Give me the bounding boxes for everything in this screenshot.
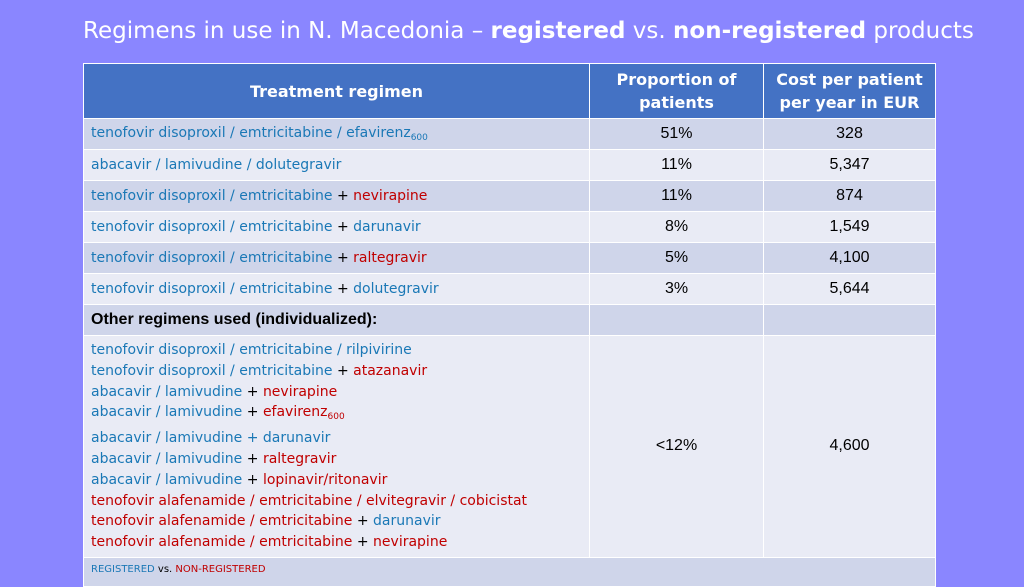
empty-cell (763, 304, 936, 336)
proportion-cell: 51% (589, 118, 764, 150)
non-registered-drug: tenofovir alafenamide / emtricitabine / … (91, 492, 528, 509)
registered-drug: dolutegravir (353, 281, 439, 297)
registered-drug: abacavir / lamivudine (91, 471, 243, 488)
registered-drug: tenofovir disoproxil / emtricitabine (91, 250, 333, 266)
registered-drug: REGISTERED (91, 563, 155, 575)
plus-sign: + (352, 513, 374, 530)
regimen-cell: abacavir / lamivudine / dolutegravir (83, 149, 590, 181)
other-regimens-row: tenofovir disoproxil / emtricitabine / r… (83, 335, 936, 558)
non-registered-drug: nevirapine (262, 383, 338, 400)
regimen-cell: tenofovir disoproxil / emtricitabine / e… (83, 118, 590, 150)
dose-subscript: 600 (327, 412, 345, 423)
non-registered-drug: raltegravir (353, 250, 427, 266)
list-item: abacavir / lamivudine + darunavir (91, 428, 582, 449)
header-cost: Cost per patient per year in EUR (763, 63, 936, 119)
other-proportion-cell: <12% (589, 335, 764, 558)
non-registered-drug: nevirapine (373, 534, 448, 551)
table-header-row: Treatment regimen Proportion of patients… (83, 63, 936, 119)
plus-sign: + (352, 534, 374, 551)
list-item: tenofovir alafenamide / emtricitabine + … (91, 511, 582, 532)
cost-cell: 5,347 (763, 149, 936, 181)
list-item: abacavir / lamivudine + nevirapine (91, 382, 582, 403)
dose-subscript: 600 (410, 133, 428, 143)
slide: Regimens in use in N. Macedonia – regist… (83, 18, 974, 587)
regimen-cell: tenofovir disoproxil / emtricitabine + n… (83, 180, 590, 212)
plus-sign: + (332, 281, 354, 297)
registered-drug: darunavir (353, 219, 421, 235)
cost-cell: 5,644 (763, 273, 936, 305)
header-treatment-regimen: Treatment regimen (83, 63, 590, 119)
plus-sign: + (242, 383, 263, 400)
list-item: tenofovir alafenamide / emtricitabine + … (91, 532, 582, 553)
non-registered-drug: NON-REGISTERED (175, 563, 266, 575)
registered-drug: abacavir / lamivudine (91, 383, 243, 400)
legend: REGISTERED vs. NON-REGISTERED (83, 556, 936, 587)
registered-drug: abacavir / lamivudine / dolutegravir (91, 157, 342, 173)
registered-drug: abacavir / lamivudine + darunavir (91, 430, 331, 447)
empty-cell (589, 304, 764, 336)
registered-drug: tenofovir disoproxil / emtricitabine (91, 362, 333, 379)
registered-drug: tenofovir disoproxil / emtricitabine (91, 281, 333, 297)
other-regimens-heading-row: Other regimens used (individualized): (83, 304, 936, 336)
proportion-cell: 8% (589, 211, 764, 243)
list-item: tenofovir disoproxil / emtricitabine + a… (91, 361, 582, 382)
cost-cell: 328 (763, 118, 936, 150)
title-part: vs. (625, 18, 674, 44)
cost-cell: 874 (763, 180, 936, 212)
proportion-cell: 11% (589, 149, 764, 181)
plus-sign: + (242, 450, 263, 467)
registered-drug: tenofovir disoproxil / emtricitabine (91, 219, 333, 235)
non-registered-drug: tenofovir alafenamide / emtricitabine (91, 534, 353, 551)
plus-sign: + (332, 362, 354, 379)
list-item: abacavir / lamivudine + raltegravir (91, 449, 582, 470)
cost-cell: 1,549 (763, 211, 936, 243)
other-regimens-heading: Other regimens used (individualized): (83, 304, 590, 336)
plus-sign: + (242, 404, 263, 421)
table-row: tenofovir disoproxil / emtricitabine + d… (83, 273, 936, 305)
plus-sign: + (332, 219, 354, 235)
legend-row: REGISTERED vs. NON-REGISTERED (83, 556, 936, 587)
plus-sign: + (332, 188, 354, 204)
list-item: abacavir / lamivudine + efavirenz600 (91, 402, 582, 428)
table-row: tenofovir disoproxil / emtricitabine + r… (83, 242, 936, 274)
title-non-registered: non-registered (673, 18, 867, 44)
other-regimens-list: tenofovir disoproxil / emtricitabine / r… (83, 335, 590, 558)
header-proportion: Proportion of patients (589, 63, 764, 119)
list-item: abacavir / lamivudine + lopinavir/ritona… (91, 470, 582, 491)
regimen-cell: tenofovir disoproxil / emtricitabine + d… (83, 273, 590, 305)
title-part: products (866, 18, 974, 44)
title-registered: registered (490, 18, 626, 44)
non-registered-drug: tenofovir alafenamide / emtricitabine (91, 513, 353, 530)
regimens-table: Treatment regimen Proportion of patients… (83, 63, 936, 587)
registered-drug: tenofovir disoproxil / emtricitabine / e… (91, 125, 411, 141)
plus-sign: vs. (154, 563, 176, 575)
registered-drug: tenofovir disoproxil / emtricitabine / r… (91, 342, 412, 358)
proportion-cell: 5% (589, 242, 764, 274)
regimen-cell: tenofovir disoproxil / emtricitabine + r… (83, 242, 590, 274)
non-registered-drug: efavirenz (262, 404, 328, 421)
list-item: tenofovir disoproxil / emtricitabine / r… (91, 340, 582, 361)
title-part: Regimens in use in N. Macedonia – (83, 18, 491, 44)
registered-drug: abacavir / lamivudine (91, 450, 243, 467)
slide-title: Regimens in use in N. Macedonia – regist… (83, 18, 974, 44)
cost-cell: 4,100 (763, 242, 936, 274)
plus-sign: + (332, 250, 354, 266)
list-item: tenofovir alafenamide / emtricitabine / … (91, 491, 582, 512)
proportion-cell: 3% (589, 273, 764, 305)
table-row: abacavir / lamivudine / dolutegravir 11% 5… (83, 149, 936, 181)
proportion-cell: 11% (589, 180, 764, 212)
table-row: tenofovir disoproxil / emtricitabine / e… (83, 118, 936, 150)
regimen-cell: tenofovir disoproxil / emtricitabine + d… (83, 211, 590, 243)
registered-drug: abacavir / lamivudine (91, 404, 243, 421)
non-registered-drug: raltegravir (262, 450, 337, 467)
registered-drug: darunavir (373, 513, 441, 530)
other-cost-cell: 4,600 (763, 335, 936, 558)
non-registered-drug: atazanavir (353, 362, 428, 379)
non-registered-drug: lopinavir/ritonavir (262, 471, 388, 488)
registered-drug: tenofovir disoproxil / emtricitabine (91, 188, 333, 204)
plus-sign: + (242, 471, 263, 488)
table-row: tenofovir disoproxil / emtricitabine + n… (83, 180, 936, 212)
non-registered-drug: nevirapine (353, 188, 428, 204)
table-row: tenofovir disoproxil / emtricitabine + d… (83, 211, 936, 243)
